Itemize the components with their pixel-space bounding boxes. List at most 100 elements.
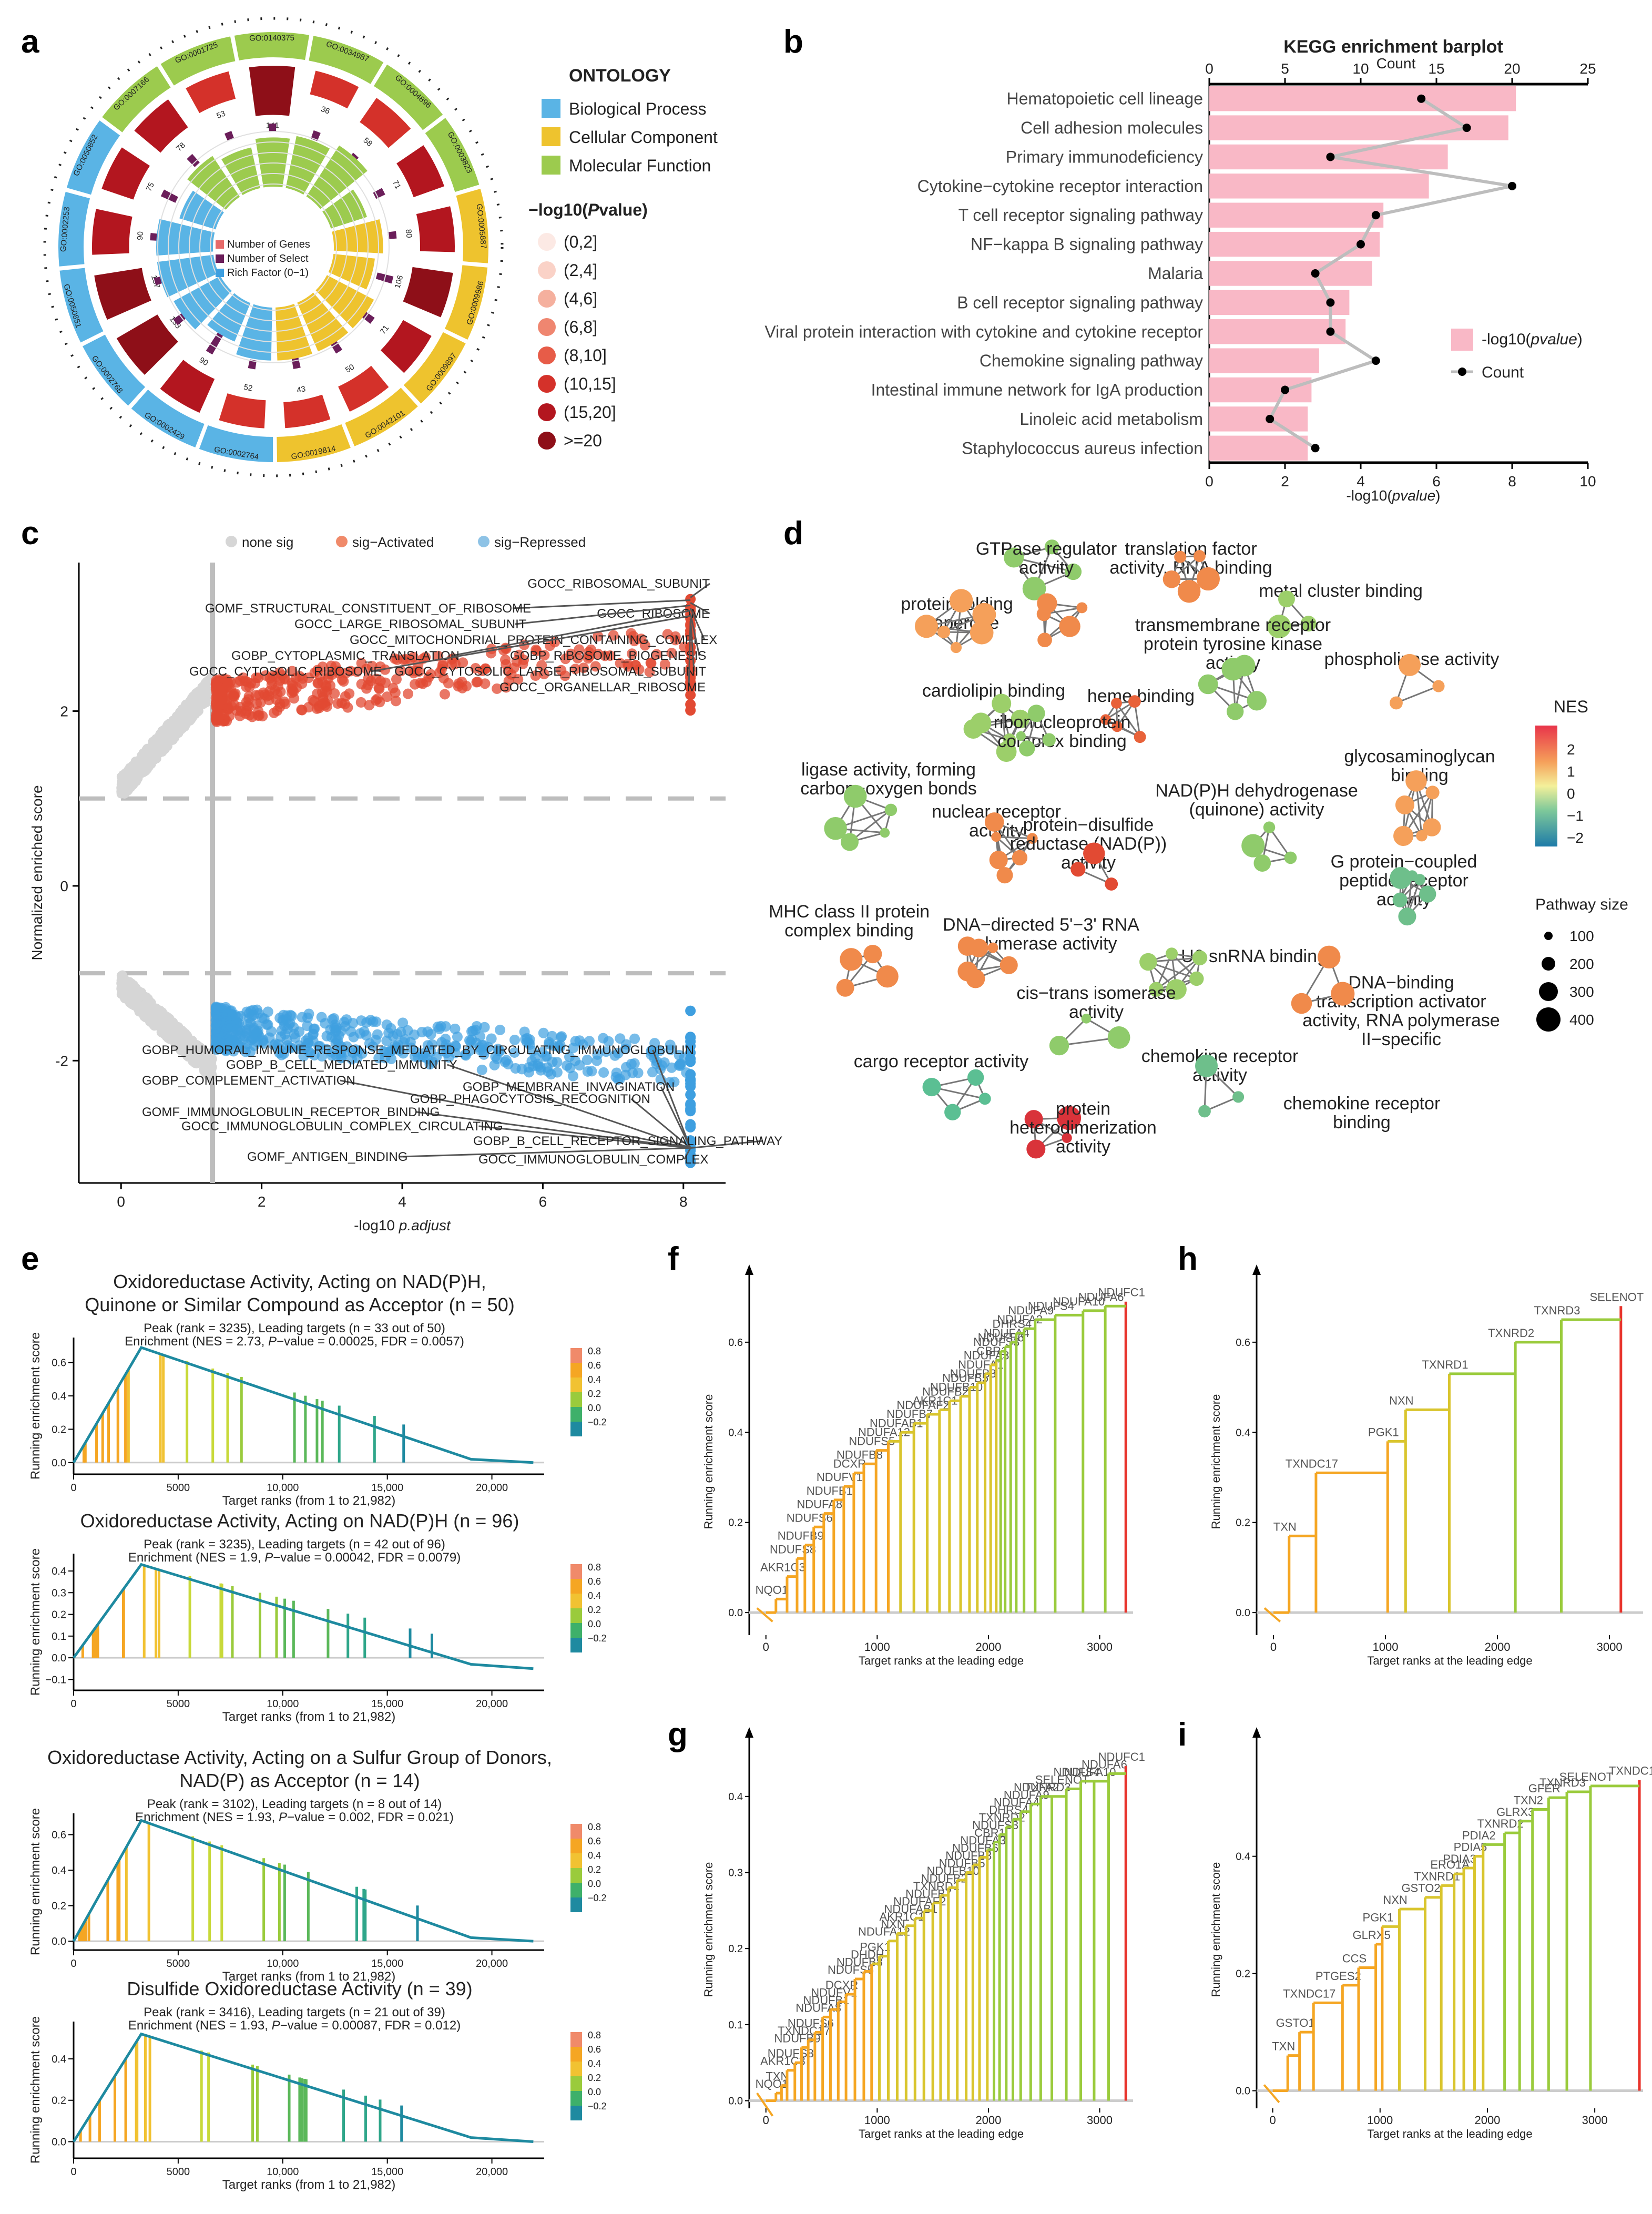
kegg-bar (1209, 232, 1380, 257)
le-x-label: Target ranks at the leading edge (1367, 1654, 1532, 1667)
repressed-point (586, 1066, 597, 1076)
kegg-bar (1209, 406, 1308, 431)
network-node (1263, 821, 1275, 833)
gsea-colorbar-tick: 0.8 (588, 1562, 601, 1573)
legend-swatch (478, 536, 490, 547)
activated-point (226, 683, 236, 694)
activated-point (457, 683, 467, 693)
le-y-tick-label: 0.0 (728, 1607, 743, 1619)
le-gene-label: TXNRD3 (1534, 1304, 1580, 1317)
network-node (1174, 551, 1186, 563)
network-node (1037, 632, 1052, 647)
network-node (1227, 703, 1243, 720)
count-point (1311, 444, 1320, 452)
activated-point (440, 689, 450, 699)
activated-point (356, 679, 367, 689)
gsea-x-tick-label: 5000 (167, 2166, 190, 2178)
network-node (970, 938, 988, 957)
kegg-category-label: B cell receptor signaling pathway (957, 293, 1203, 312)
le-y-tick-label: 0.6 (1236, 1337, 1250, 1349)
nes-colorbar (1535, 726, 1557, 846)
gsea-y-tick-label: 0.0 (52, 2136, 66, 2148)
network-node (837, 979, 854, 997)
network-node (863, 945, 882, 963)
gene-count-label: 71 (379, 323, 391, 336)
gsea-colorbar-tick: −0.2 (588, 1893, 607, 1903)
gsea-y-tick-label: 0.2 (52, 2095, 66, 2107)
gene-count-bar (283, 395, 330, 428)
network-node (876, 965, 899, 987)
le-start-segment (1264, 2085, 1279, 2102)
gsea-x-tick-label: 5000 (167, 1698, 190, 1710)
inner-legend-label: Number of Genes (227, 239, 310, 250)
pvalue-legend-label: (6,8] (564, 318, 597, 336)
le-y-tick-label: 0.2 (1236, 1517, 1250, 1529)
legend-label: sig−Repressed (494, 534, 586, 550)
network-node (971, 712, 992, 733)
gsea-x-tick-label: 20,000 (476, 2166, 508, 2178)
repressed-point (552, 1057, 562, 1067)
legend-line-point (1458, 368, 1466, 376)
repressed-term-label: GOBP_PHAGOCYTOSIS_RECOGNITION (410, 1092, 650, 1106)
pvalue-legend-label: (0,2] (564, 232, 597, 251)
gene-count-label: 75 (144, 181, 156, 192)
repressed-point (368, 1016, 379, 1027)
gsea-colorbar-cell (570, 1638, 582, 1652)
repressed-point (283, 1019, 294, 1030)
y-tick-label: 2 (60, 703, 68, 720)
nes-tick-label: 2 (1567, 741, 1575, 758)
cluster-label: II−specific (1361, 1029, 1441, 1049)
le-y-tick-label: 0.4 (1236, 1427, 1250, 1438)
gene-count-bar (94, 268, 151, 320)
le-x-tick-label: 1000 (1367, 2114, 1393, 2127)
network-node (1197, 567, 1220, 590)
kegg-category-label: Cytokine−cytokine receptor interaction (917, 177, 1203, 196)
kegg-bar (1209, 261, 1372, 285)
repressed-point (685, 1078, 696, 1089)
gsea-y-tick-label: 0.0 (52, 1936, 66, 1947)
activated-point (263, 690, 274, 701)
gsea-colorbar-cell (570, 1579, 582, 1594)
bottom-tick-label: 10 (1579, 473, 1596, 489)
none-sig-point (158, 746, 167, 755)
network-node (1139, 953, 1157, 971)
gsea-colorbar-cell (570, 1897, 582, 1912)
enriched-term-label: GOCC_CYTOSOLIC_LARGE_RIBOSOMAL_SUBUNIT (394, 665, 706, 679)
activated-point (500, 655, 511, 665)
kegg-category-label: T cell receptor signaling pathway (958, 206, 1203, 225)
network-node (1198, 1105, 1211, 1118)
le-gene-label: TXNRD1 (1422, 1358, 1468, 1371)
kegg-category-label: Hematopoietic cell lineage (1006, 89, 1203, 108)
panel-label-h: h (1178, 1241, 1198, 1277)
count-point (1326, 298, 1334, 307)
kegg-category-label: Intestinal immune network for IgA produc… (871, 381, 1203, 400)
repressed-point (251, 1029, 262, 1039)
nes-tick-label: 0 (1567, 785, 1575, 802)
inner-legend-label: Number of Select (227, 253, 309, 264)
le-y-label: Running enrichment score (1209, 1862, 1222, 1997)
le-gene-label: GSTO1 (1276, 2016, 1315, 2029)
none-sig-point (165, 736, 175, 745)
kegg-category-label: Viral protein interaction with cytokine … (764, 322, 1203, 341)
repressed-point (317, 1012, 327, 1023)
gsea-x-tick-label: 15,000 (371, 2166, 403, 2178)
gsea-y-tick-label: −0.1 (46, 1674, 66, 1686)
repressed-term-label: GOBP_HUMORAL_IMMUNE_RESPONSE_MEDIATED_BY… (142, 1043, 694, 1057)
le-y-label: Running enrichment score (702, 1394, 715, 1529)
le-gene-label: NDUFS8 (768, 2047, 814, 2060)
gsea-colorbar-tick: 0.0 (588, 1619, 601, 1629)
gsea-x-tick-label: 0 (70, 1482, 76, 1494)
le-y-arrow (1252, 1727, 1261, 1738)
legend-label: sig−Activated (352, 534, 434, 550)
gene-count-label: 78 (175, 141, 187, 154)
repressed-term-label: GOCC_IMMUNOGLOBULIN_COMPLEX (478, 1152, 708, 1167)
network-node (1111, 698, 1122, 709)
network-node (1108, 1026, 1130, 1049)
gene-count-label: 71 (391, 179, 403, 191)
network-node (1416, 830, 1427, 842)
gsea-colorbar-cell (570, 1623, 582, 1638)
gsea-colorbar-tick: 0.0 (588, 1879, 601, 1889)
gsea-colorbar-cell (570, 1564, 582, 1579)
